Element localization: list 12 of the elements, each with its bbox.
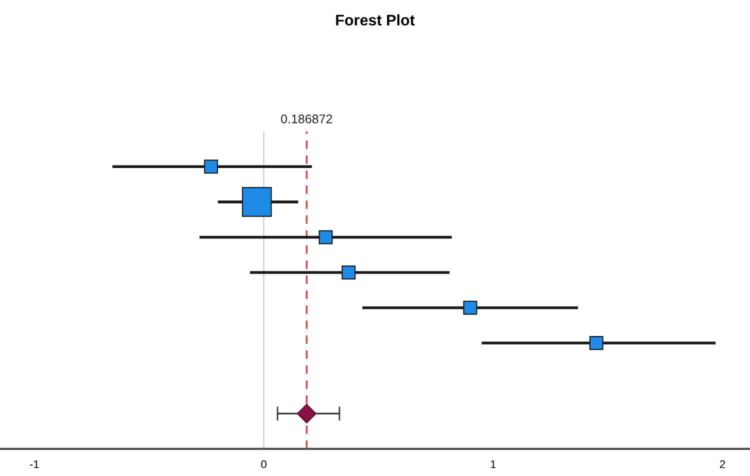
point	[318, 230, 333, 244]
x-tick-label: -1	[30, 460, 39, 468]
point	[463, 300, 478, 315]
chart-title: Forest Plot	[336, 14, 415, 26]
point	[342, 266, 356, 280]
point	[204, 160, 218, 174]
x-tick-label: 1	[490, 460, 496, 468]
ref-line-label: 0.186872	[281, 114, 332, 124]
x-tick-label: 2	[720, 460, 726, 468]
point	[296, 404, 316, 424]
x-tick-label: 0	[261, 460, 266, 468]
point	[589, 336, 604, 350]
